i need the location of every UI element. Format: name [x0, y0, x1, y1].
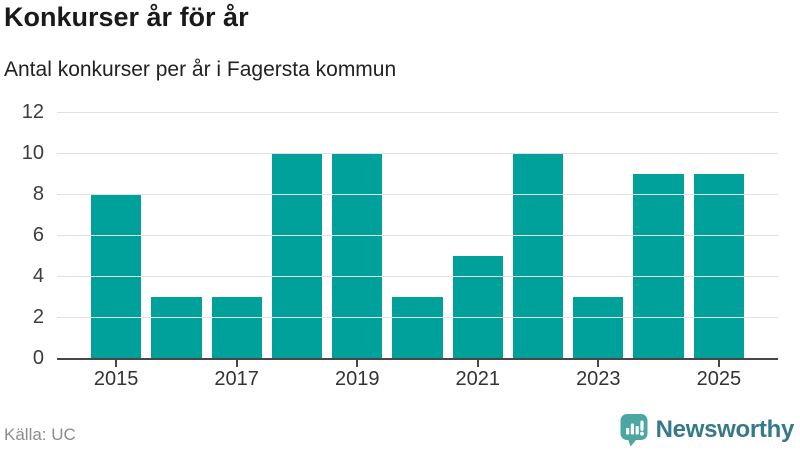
x-tick-2025 — [717, 360, 720, 367]
x-tick-2019 — [356, 360, 359, 367]
bar-2025 — [693, 173, 744, 358]
y-tick-label-4: 4 — [32, 265, 44, 288]
bar-2017 — [211, 296, 262, 358]
source-label: Källa: UC — [4, 425, 76, 444]
x-tick-label-2025: 2025 — [696, 368, 742, 390]
brand-logo: Newsworthy — [620, 413, 794, 447]
x-axis: 2015 2017 2019 2021 2023 2025 — [57, 360, 778, 396]
brand-name: Newsworthy — [655, 416, 795, 443]
chart-subtitle: Antal konkurser per år i Fagersta kommun — [4, 58, 397, 81]
y-tick-label-10: 10 — [21, 142, 44, 164]
gridline-8 — [57, 194, 778, 196]
y-tick-label-12: 12 — [21, 101, 44, 123]
bar-2024 — [633, 173, 684, 358]
bar-2020 — [392, 296, 443, 358]
chart-title: Konkurser år för år — [4, 2, 249, 32]
x-tick-label-2017: 2017 — [214, 368, 259, 390]
bar-row — [57, 112, 778, 358]
x-tick-2023 — [597, 360, 600, 367]
bar-2016 — [151, 296, 202, 358]
x-tick-2017 — [235, 360, 238, 367]
y-axis: 0 2 4 6 8 10 12 — [0, 101, 46, 369]
newsworthy-icon — [620, 414, 648, 447]
x-tick-label-2023: 2023 — [576, 368, 621, 390]
x-tick-label-2021: 2021 — [455, 368, 501, 390]
bar-2015 — [91, 194, 142, 358]
x-tick-2015 — [115, 360, 118, 367]
plot-area — [57, 112, 778, 360]
y-tick-label-6: 6 — [32, 224, 44, 246]
gridline-12 — [57, 112, 778, 113]
bar-2019 — [332, 153, 383, 358]
gridline-6 — [57, 235, 778, 236]
gridline-2 — [57, 317, 778, 319]
bar-2023 — [573, 296, 624, 358]
bar-2018 — [271, 153, 323, 358]
y-tick-label-8: 8 — [32, 183, 44, 206]
gridline-10 — [57, 153, 778, 154]
x-tick-label-2019: 2019 — [334, 368, 380, 390]
y-tick-label-2: 2 — [32, 306, 44, 329]
x-tick-2021 — [476, 360, 479, 367]
gridline-4 — [57, 276, 778, 278]
bar-2022 — [512, 153, 564, 358]
x-tick-label-2015: 2015 — [93, 368, 139, 390]
bar-2021 — [452, 255, 503, 358]
y-tick-label-0: 0 — [32, 347, 44, 369]
